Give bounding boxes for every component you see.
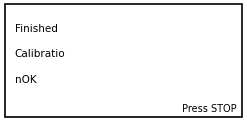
Text: nOK: nOK — [15, 75, 37, 85]
Text: Calibratio: Calibratio — [15, 49, 65, 59]
Text: Press STOP: Press STOP — [183, 104, 237, 114]
FancyBboxPatch shape — [5, 4, 242, 117]
Text: Finished: Finished — [15, 24, 58, 34]
